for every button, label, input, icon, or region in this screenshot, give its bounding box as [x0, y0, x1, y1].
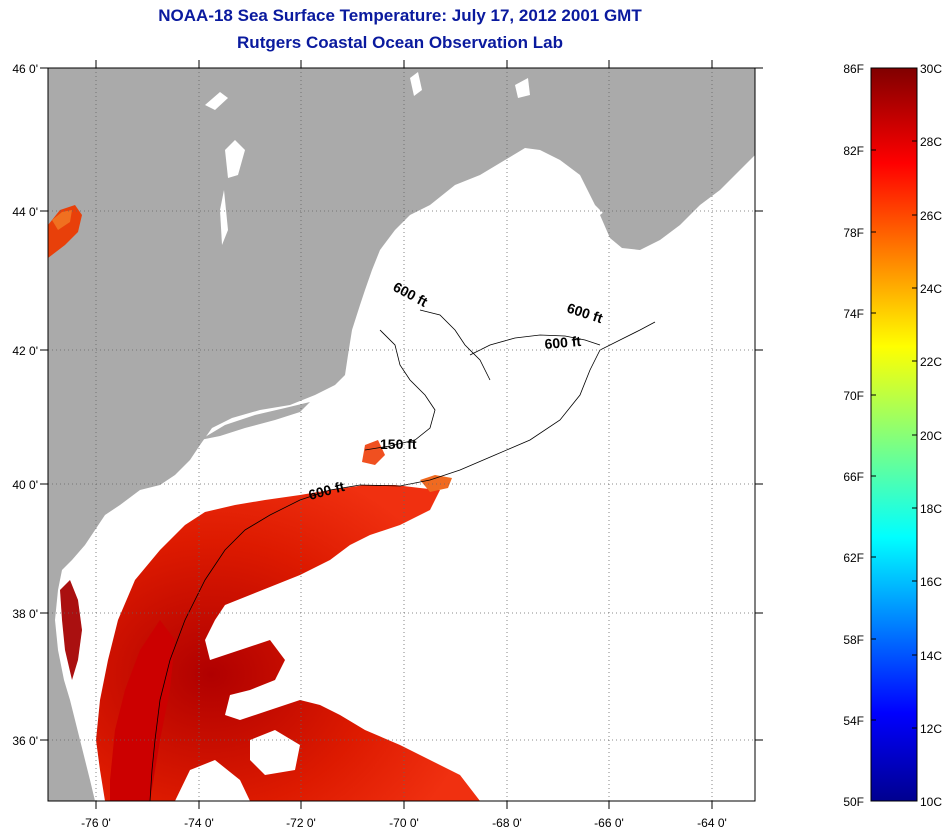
colorbar-f-label: 66F	[843, 470, 864, 484]
colorbar-f-label: 70F	[843, 389, 864, 403]
lon-label: -76 0'	[81, 816, 111, 830]
colorbar-c-label: 28C	[920, 135, 942, 149]
colorbar-c-label: 14C	[920, 649, 942, 663]
map-subtitle: Rutgers Coastal Ocean Observation Lab	[237, 33, 563, 52]
lon-label: -72 0'	[286, 816, 316, 830]
colorbar-c-label: 16C	[920, 575, 942, 589]
colorbar-c-label: 20C	[920, 429, 942, 443]
contour-label: 600 ft	[544, 333, 582, 352]
colorbar-f-label: 82F	[843, 144, 864, 158]
colorbar-c-label: 12C	[920, 722, 942, 736]
lat-label: 38 0'	[12, 607, 38, 621]
map-ticks	[40, 60, 763, 809]
colorbar-f-label: 50F	[843, 795, 864, 809]
land-mainland	[48, 68, 755, 801]
colorbar-ticks	[871, 140, 917, 729]
map-title: NOAA-18 Sea Surface Temperature: July 17…	[158, 6, 642, 25]
lon-label: -68 0'	[492, 816, 522, 830]
colorbar-c-label: 24C	[920, 282, 942, 296]
land-nova-scotia	[600, 112, 755, 250]
colorbar-f-label: 54F	[843, 714, 864, 728]
colorbar-c-label: 30C	[920, 62, 942, 76]
lat-label: 40 0'	[12, 478, 38, 492]
colorbar-f-label: 74F	[843, 307, 864, 321]
sst-warm-region	[96, 485, 480, 801]
land-long-island	[200, 402, 310, 440]
lat-label: 44 0'	[12, 205, 38, 219]
lat-label: 42 0'	[12, 344, 38, 358]
colorbar	[870, 67, 918, 802]
colorbar-c-label: 26C	[920, 209, 942, 223]
colorbar-f-label: 78F	[843, 226, 864, 240]
colorbar-c-label: 10C	[920, 795, 942, 809]
depth-contours	[149, 309, 656, 801]
colorbar-c-label: 18C	[920, 502, 942, 516]
lat-label: 46 0'	[12, 62, 38, 76]
lon-label: -64 0'	[697, 816, 727, 830]
contour-label: 150 ft	[380, 436, 417, 452]
lon-label: -74 0'	[184, 816, 214, 830]
colorbar-c-label: 22C	[920, 355, 942, 369]
lon-label: -66 0'	[594, 816, 624, 830]
colorbar-f-label: 58F	[843, 633, 864, 647]
colorbar-f-label: 62F	[843, 551, 864, 565]
lon-label: -70 0'	[389, 816, 419, 830]
map-frame	[47, 67, 756, 802]
lat-label: 36 0'	[12, 734, 38, 748]
colorbar-f-label: 86F	[843, 62, 864, 76]
